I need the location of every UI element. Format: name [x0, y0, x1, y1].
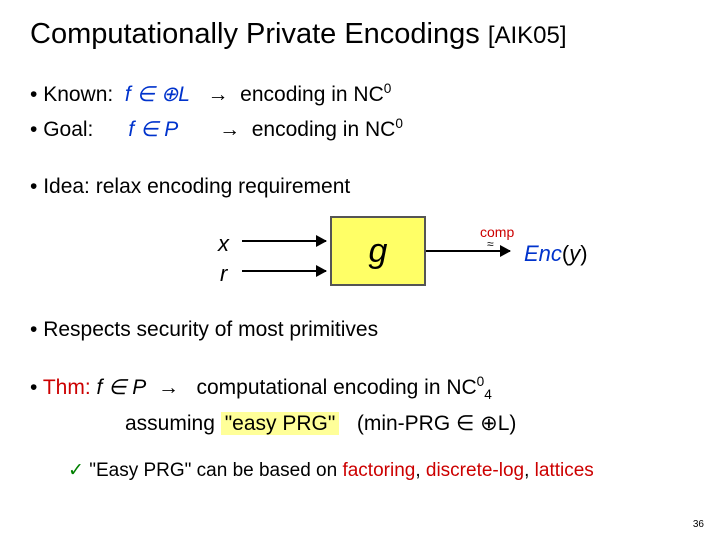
goal-arrow: → [219, 118, 240, 141]
respects-text: Respects security of most primitives [43, 318, 378, 341]
title-cite: [AIK05] [488, 22, 567, 49]
sub-c2: , [524, 460, 535, 481]
thm-sup4: 4 [484, 387, 492, 402]
easy-prg-highlight: "easy PRG" [221, 412, 340, 435]
approx-label: ≈ [487, 236, 494, 253]
var-r: r [220, 258, 227, 290]
sub-c1: , [415, 460, 426, 481]
arrow-out-icon [426, 250, 510, 252]
arrow-r-icon [242, 270, 326, 272]
enc-text: Enc [524, 241, 562, 266]
thm-arrow: → [158, 376, 179, 399]
g-box: g [330, 216, 426, 286]
known-sup: 0 [384, 81, 392, 96]
thm-line2: assuming "easy PRG" (min-PRG ∈ ⊕L) [30, 409, 690, 439]
known-func: f ∈ ⊕L [125, 83, 190, 106]
known-result: encoding in NC [240, 83, 384, 106]
comp-label: comp [480, 222, 514, 242]
content-list: Known: f ∈ ⊕L → encoding in NC0 Goal: f … [30, 79, 690, 485]
title-main: Computationally Private Encodings [30, 18, 480, 50]
known-bullet: Known: f ∈ ⊕L → encoding in NC0 [30, 79, 690, 110]
sub-dlog: discrete-log [426, 460, 524, 481]
enc-label: Enc(y) [524, 238, 588, 270]
enc-y: y [569, 241, 580, 266]
idea-bullet: Idea: relax encoding requirement [30, 172, 690, 202]
known-arrow: → [208, 83, 229, 106]
sub-bullet: "Easy PRG" can be based on factoring, di… [30, 457, 690, 485]
goal-result: encoding in NC [252, 118, 396, 141]
sub-factoring: factoring [342, 460, 415, 481]
page-number: 36 [693, 519, 704, 530]
page-title: Computationally Private Encodings [AIK05… [30, 18, 690, 51]
respects-bullet: Respects security of most primitives [30, 315, 690, 345]
thm-minprg: (min-PRG ∈ ⊕L) [357, 412, 517, 435]
arrow-x-icon [242, 240, 326, 242]
thm-rhs: computational encoding in NC [197, 376, 477, 399]
known-label: Known: [43, 83, 113, 106]
goal-bullet: Goal: f ∈ P → encoding in NC0 [30, 114, 690, 145]
enc-paren-close: ) [580, 241, 587, 266]
goal-label: Goal: [43, 118, 93, 141]
goal-func: f ∈ P [128, 118, 178, 141]
sub-a: "Easy PRG" can be based on [89, 460, 342, 481]
thm-label: Thm: [43, 376, 91, 399]
var-x: x [218, 228, 229, 260]
goal-sup: 0 [395, 116, 403, 131]
idea-text: Idea: relax encoding requirement [43, 175, 350, 198]
encoding-diagram: x r g comp ≈ Enc(y) [30, 210, 690, 305]
thm-bullet: Thm: f ∈ P → computational encoding in N… [30, 372, 690, 405]
thm-lhs: f ∈ P [97, 376, 147, 399]
thm-assuming: assuming [125, 412, 221, 435]
sub-lattices: lattices [535, 460, 594, 481]
